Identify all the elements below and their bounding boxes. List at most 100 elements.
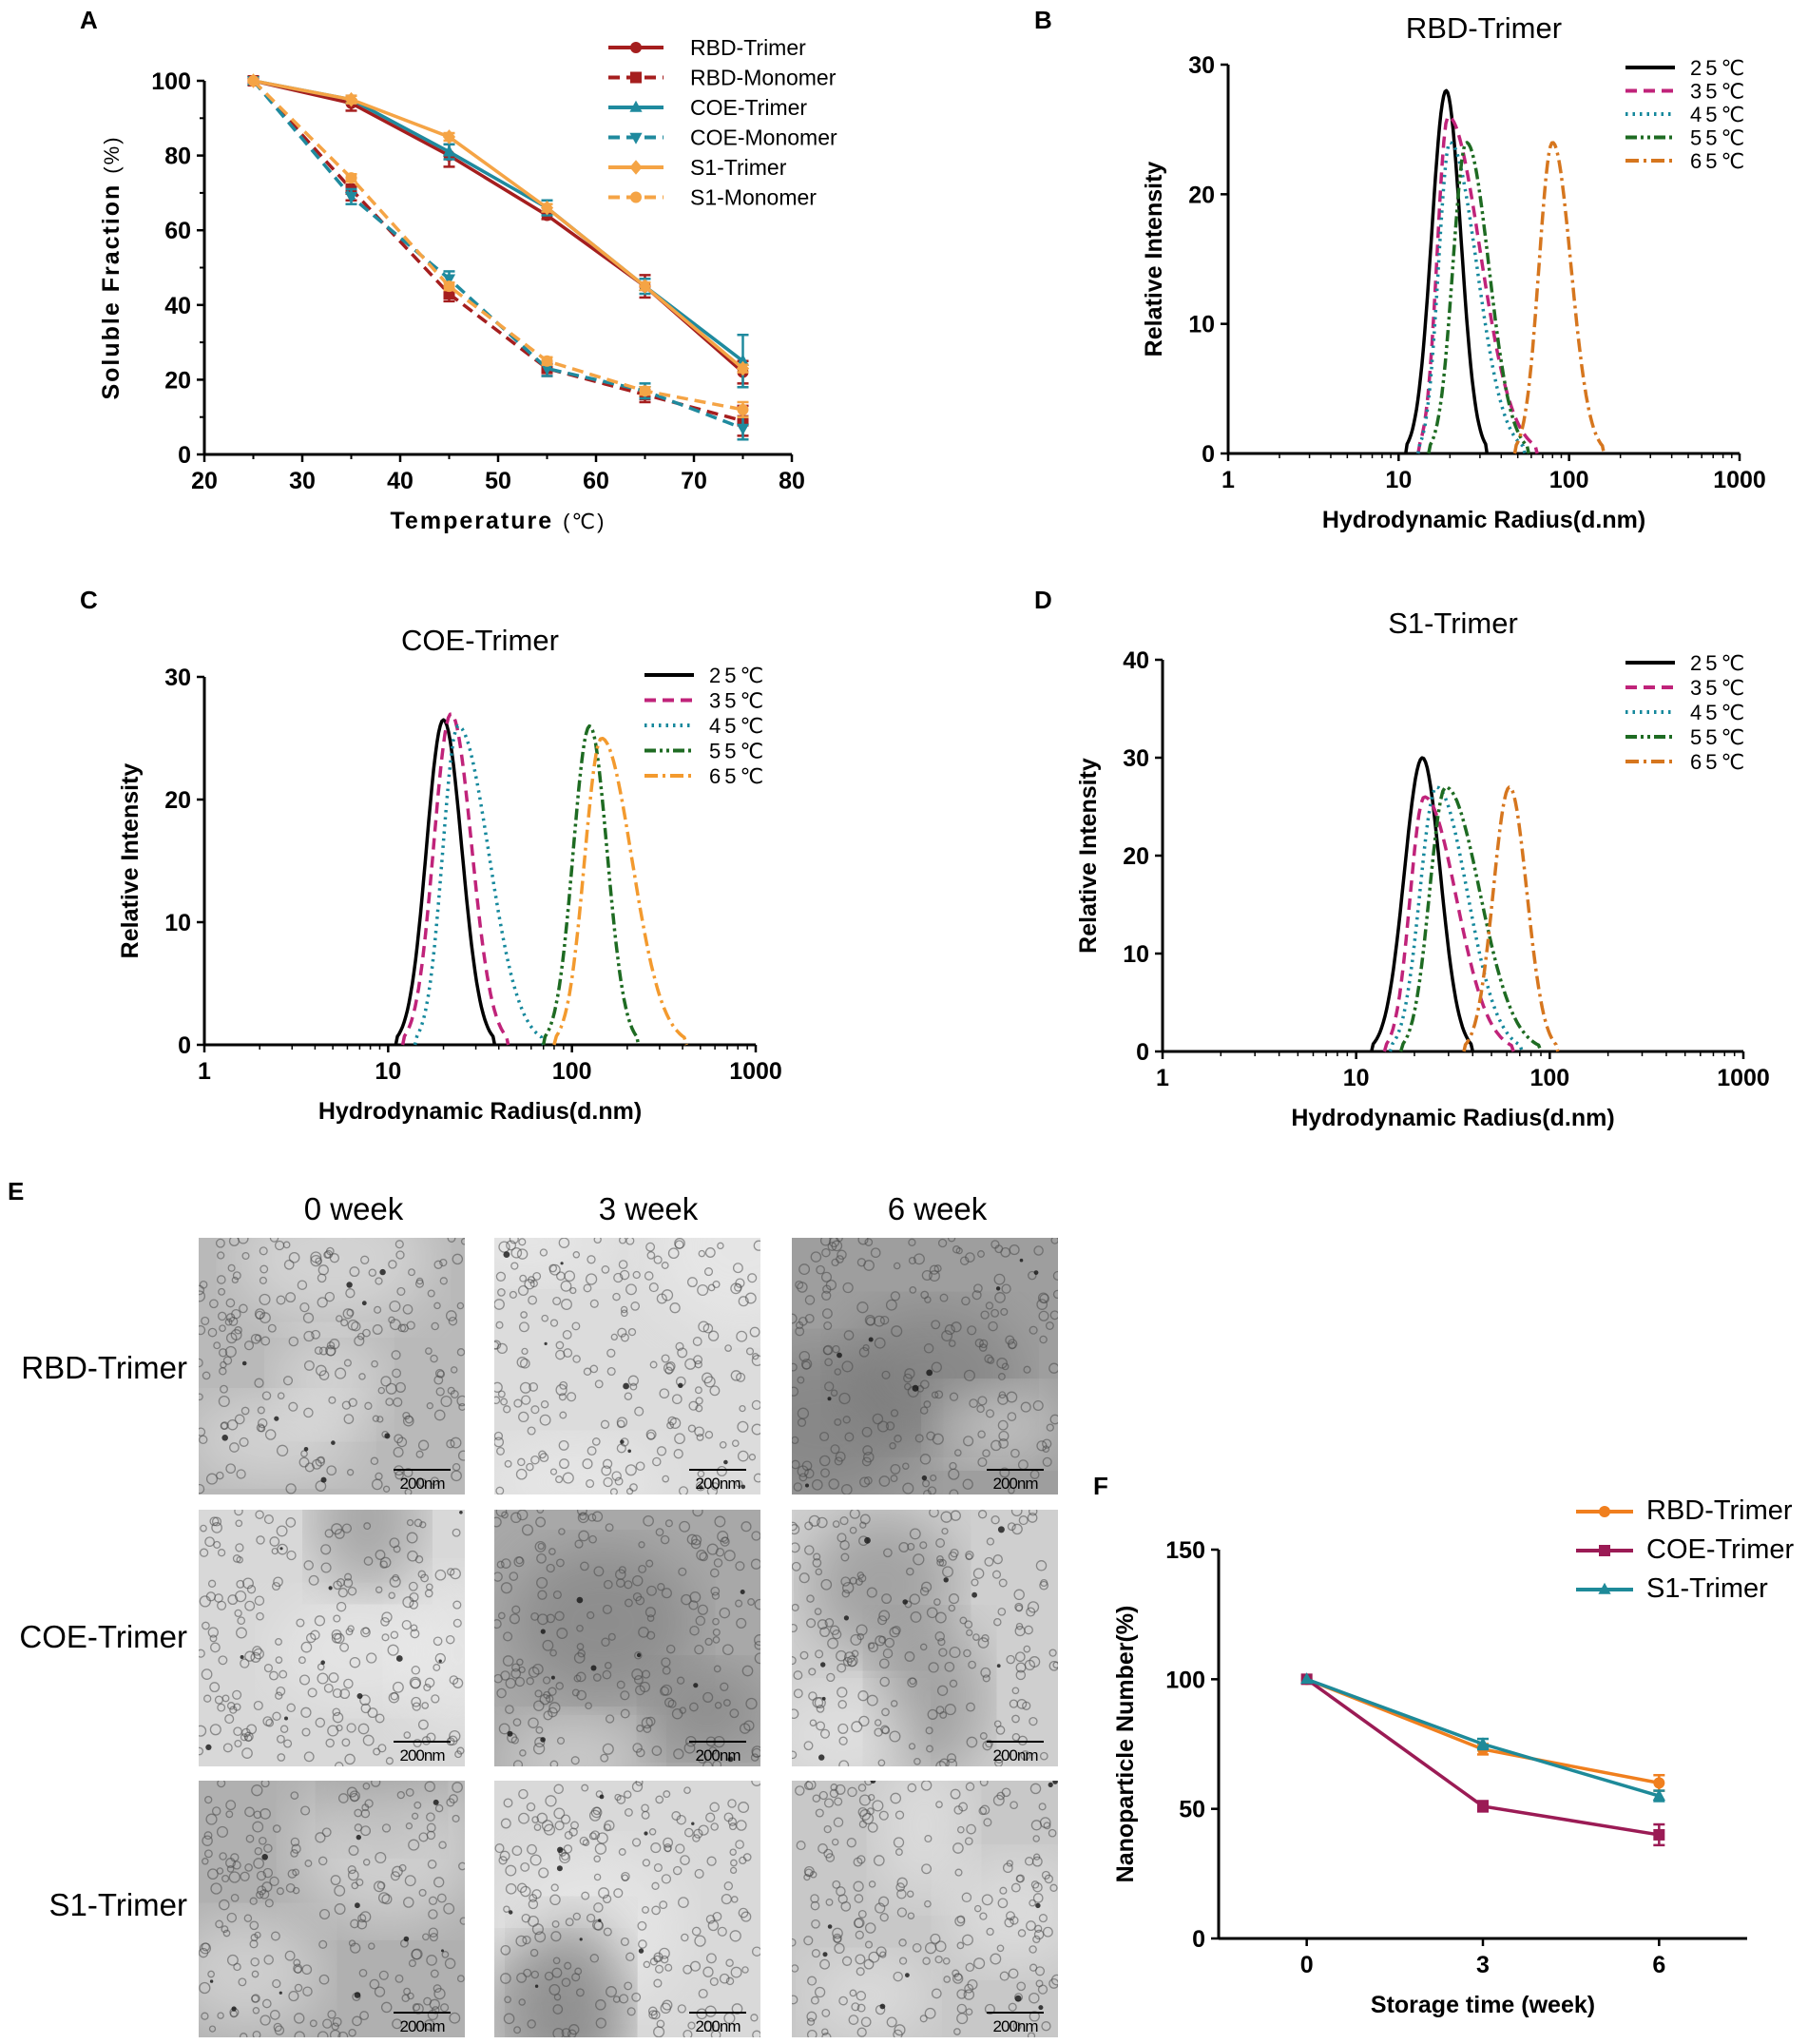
series-35℃ xyxy=(1416,114,1539,454)
tem-particle xyxy=(842,1282,854,1294)
tem-particle xyxy=(593,1566,605,1577)
tem-particle xyxy=(430,1969,439,1978)
tem-particle xyxy=(293,1958,301,1967)
tem-particle xyxy=(644,1271,654,1281)
tem-particle xyxy=(423,1996,433,2006)
tem-particle xyxy=(552,1296,562,1306)
tem-particle xyxy=(208,2025,217,2033)
tem-particle xyxy=(743,1720,755,1731)
tem-particle xyxy=(889,1442,896,1450)
tem-particle xyxy=(201,1668,213,1680)
tem-particle xyxy=(246,1724,258,1735)
tem-particle xyxy=(754,1640,760,1650)
tem-particle xyxy=(539,1248,548,1257)
data-point xyxy=(1476,1737,1490,1749)
tem-particle xyxy=(848,2015,859,2025)
tem-dark-spot xyxy=(843,1615,850,1621)
tem-dark-spot xyxy=(356,1834,361,1841)
tem-particle xyxy=(425,1347,433,1355)
tem-particle xyxy=(397,1323,407,1333)
tem-particle xyxy=(324,1291,336,1302)
tem-particle xyxy=(661,1354,670,1363)
tem-particle xyxy=(254,1846,263,1856)
tem-particle xyxy=(858,1820,868,1828)
tem-particle xyxy=(494,1299,505,1310)
tem-particle xyxy=(864,1238,874,1246)
tem-particle xyxy=(751,1399,760,1411)
x-tick-label: 40 xyxy=(387,468,414,494)
tem-particle xyxy=(741,1665,754,1677)
tem-particle xyxy=(516,1658,524,1667)
tem-particle xyxy=(837,1894,848,1904)
tem-particle xyxy=(357,1723,370,1735)
tem-particle xyxy=(1030,1820,1043,1831)
tem-particle xyxy=(635,1461,645,1472)
tem-dark-spot xyxy=(209,1979,214,1983)
legend-item: 35℃ xyxy=(1625,80,1744,104)
tem-particle xyxy=(349,1266,360,1278)
tem-particle xyxy=(704,1247,716,1258)
tem-particle xyxy=(617,1327,627,1338)
tem-particle xyxy=(262,1867,274,1879)
tem-particle xyxy=(719,1973,730,1984)
tem-particle xyxy=(350,1919,359,1929)
tem-particle xyxy=(691,1534,702,1546)
tem-particle xyxy=(537,1613,548,1626)
tem-particle xyxy=(620,1309,628,1318)
tem-particle xyxy=(627,1327,637,1337)
data-point xyxy=(638,279,652,294)
tem-particle xyxy=(612,1292,621,1302)
tem-particle xyxy=(1017,1929,1027,1938)
tem-particle xyxy=(603,1927,612,1937)
tem-particle xyxy=(832,1880,841,1889)
tem-particle xyxy=(448,1316,458,1326)
tem-particle xyxy=(199,1358,203,1368)
tem-particle xyxy=(641,1810,650,1820)
tem-particle xyxy=(694,1426,704,1437)
tem-particle xyxy=(415,1450,424,1458)
tem-particle xyxy=(545,1795,557,1807)
tem-particle xyxy=(238,1977,247,1987)
tem-particle xyxy=(286,1550,297,1561)
tem-particle xyxy=(534,1737,546,1748)
chart-title: COE-Trimer xyxy=(401,624,559,657)
scale-bar-label: 200nm xyxy=(400,1746,446,1764)
scale-bar-label: 200nm xyxy=(400,1475,446,1493)
tem-particle xyxy=(541,1314,549,1322)
tem-particle xyxy=(838,1996,848,2006)
tem-particle xyxy=(1048,1649,1057,1657)
tem-particle xyxy=(529,1381,539,1392)
tem-particle xyxy=(513,2026,522,2034)
tem-particle xyxy=(336,1601,347,1612)
tem-particle xyxy=(1026,1607,1036,1617)
tem-dark-spot xyxy=(346,1282,353,1288)
tem-particle xyxy=(284,1950,296,1961)
tem-particle xyxy=(669,1302,681,1314)
tem-particle xyxy=(966,1736,978,1748)
tem-particle xyxy=(441,1951,450,1958)
series-55℃ xyxy=(541,723,641,1046)
tem-particle xyxy=(843,1330,855,1340)
tem-particle xyxy=(410,1678,421,1689)
series-line xyxy=(541,723,641,1046)
tem-particle xyxy=(997,1419,1009,1431)
tem-particle xyxy=(337,1588,348,1598)
tem-particle xyxy=(834,1942,845,1955)
tem-particle xyxy=(580,1561,589,1572)
tem-content xyxy=(792,1238,1058,1494)
tem-shade xyxy=(792,1687,916,1766)
x-tick-label: 1 xyxy=(1221,467,1235,493)
tem-particle xyxy=(994,1754,1004,1764)
tem-particle xyxy=(558,1393,567,1401)
tem-particle xyxy=(979,1339,989,1349)
tem-particle xyxy=(792,1656,797,1666)
tem-particle xyxy=(235,1543,244,1552)
tem-particle xyxy=(267,1323,277,1333)
tem-particle xyxy=(452,1528,461,1537)
data-point xyxy=(442,129,456,145)
tem-particle xyxy=(614,1793,622,1802)
tem-particle xyxy=(408,1268,415,1277)
tem-dark-spot xyxy=(433,1799,439,1805)
tem-particle xyxy=(552,1957,561,1965)
tem-particle xyxy=(678,1567,687,1576)
